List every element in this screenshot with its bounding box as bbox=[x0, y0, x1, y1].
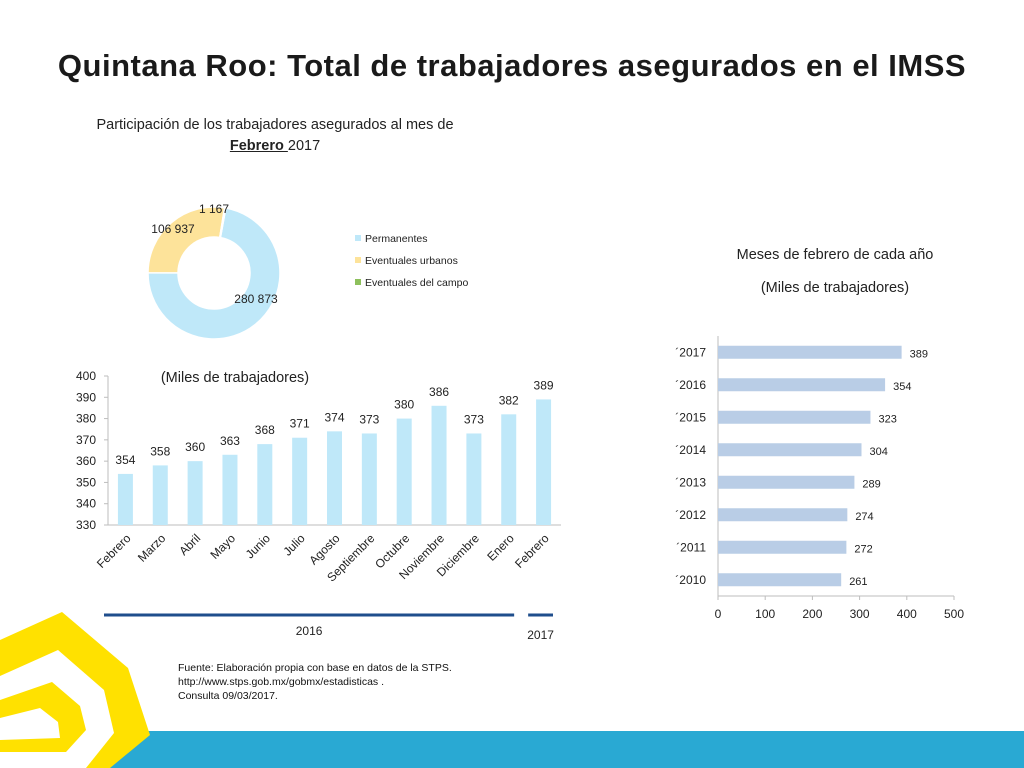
hbar-category-label: ´2014 bbox=[675, 443, 706, 457]
legend-label-3: Eventuales del campo bbox=[365, 277, 468, 289]
legend-swatch-3 bbox=[355, 279, 361, 285]
footer-band bbox=[0, 731, 1024, 768]
hbar-value-label: 304 bbox=[869, 446, 887, 458]
hbar-value-label: 323 bbox=[878, 413, 896, 425]
hbar-category-label: ´2013 bbox=[675, 475, 706, 489]
hbar-value-label: 289 bbox=[862, 478, 880, 490]
hbar-x-tick-label: 0 bbox=[715, 607, 722, 621]
hbar-x-tick-label: 500 bbox=[944, 607, 964, 621]
source-note: Fuente: Elaboración propia con base en d… bbox=[178, 661, 452, 703]
slice-permanentes-label: 280 873 bbox=[234, 292, 278, 306]
y-tick-label: 340 bbox=[76, 497, 96, 511]
source-line-3: Consulta 09/03/2017. bbox=[178, 690, 278, 702]
bar-value-label: 380 bbox=[394, 398, 414, 412]
hbar bbox=[718, 378, 886, 392]
hbar bbox=[718, 475, 855, 489]
bar bbox=[257, 444, 273, 525]
hbar-category-label: ´2012 bbox=[675, 508, 706, 522]
source-line-2: http://www.stps.gob.mx/gobmx/estadistica… bbox=[178, 676, 385, 688]
y-tick-label: 330 bbox=[76, 518, 96, 532]
y-tick-label: 380 bbox=[76, 412, 96, 426]
bar bbox=[292, 437, 308, 525]
hbar-value-label: 354 bbox=[893, 381, 911, 393]
hbar-x-tick-label: 400 bbox=[897, 607, 917, 621]
hbar bbox=[718, 443, 862, 457]
bar-value-label: 389 bbox=[534, 378, 554, 392]
hbar-value-label: 389 bbox=[910, 348, 928, 360]
bar bbox=[431, 405, 447, 525]
bar bbox=[222, 454, 238, 525]
bar-value-label: 374 bbox=[324, 410, 344, 424]
donut-chart-title: Participación de los trabajadores asegur… bbox=[96, 117, 454, 133]
bar-value-label: 382 bbox=[499, 393, 519, 407]
hbar-category-label: ´2017 bbox=[675, 345, 706, 359]
bar-value-label: 358 bbox=[150, 444, 170, 458]
bar bbox=[187, 461, 203, 525]
bar bbox=[536, 399, 552, 525]
hbar bbox=[718, 410, 871, 424]
legend-swatch-1 bbox=[355, 235, 361, 241]
bar bbox=[361, 433, 377, 525]
slice-eventuales-campo bbox=[218, 206, 227, 239]
hbar-x-tick-label: 200 bbox=[802, 607, 822, 621]
bar bbox=[152, 465, 168, 525]
slice-eventuales-campo-label: 1 167 bbox=[199, 202, 229, 216]
bar-value-label: 360 bbox=[185, 440, 205, 454]
bar-value-label: 354 bbox=[115, 453, 135, 467]
hbar-category-label: ´2010 bbox=[675, 573, 706, 587]
hbar bbox=[718, 573, 842, 587]
slice-permanentes bbox=[147, 207, 281, 340]
hbar-value-label: 261 bbox=[849, 576, 867, 588]
hbar-x-tick-label: 100 bbox=[755, 607, 775, 621]
y-tick-label: 360 bbox=[76, 454, 96, 468]
bar-value-label: 386 bbox=[429, 385, 449, 399]
legend-label-2: Eventuales urbanos bbox=[365, 255, 458, 267]
bar bbox=[327, 431, 342, 525]
hbar bbox=[718, 540, 847, 554]
slice-eventuales-urbanos-label: 106 937 bbox=[151, 222, 195, 236]
source-line-1: Fuente: Elaboración propia con base en d… bbox=[178, 662, 452, 674]
bar-value-label: 373 bbox=[464, 412, 484, 426]
legend-label-1: Permanentes bbox=[365, 233, 427, 245]
hbar-x-tick-label: 300 bbox=[850, 607, 870, 621]
hbar-category-label: ´2015 bbox=[675, 410, 706, 424]
hbar-category-label: ´2016 bbox=[675, 378, 706, 392]
page-title: Quintana Roo: Total de trabajadores aseg… bbox=[57, 48, 967, 83]
hbar-chart-subtitle: (Miles de trabajadores) bbox=[760, 280, 910, 296]
bar-value-label: 373 bbox=[359, 412, 379, 426]
bar-value-label: 371 bbox=[290, 417, 310, 431]
hbar bbox=[718, 508, 848, 522]
hbar bbox=[718, 345, 902, 359]
bar bbox=[501, 414, 517, 525]
donut-title-year: 2017 bbox=[287, 138, 321, 154]
bar-value-label: 363 bbox=[220, 434, 240, 448]
hbar-category-label: ´2011 bbox=[676, 540, 706, 554]
donut-title-month: Febrero bbox=[229, 138, 288, 154]
y-tick-label: 390 bbox=[76, 390, 96, 404]
y-tick-label: 350 bbox=[76, 475, 96, 489]
bar bbox=[117, 473, 133, 525]
vbar-chart-title: (Miles de trabajadores) bbox=[161, 370, 309, 386]
y-tick-label: 400 bbox=[76, 369, 96, 383]
legend-swatch-2 bbox=[355, 257, 361, 263]
donut-chart-subtitle: Febrero 2017 bbox=[40, 138, 510, 154]
year-group-label: 2017 bbox=[527, 628, 554, 642]
hbar-value-label: 272 bbox=[854, 543, 872, 555]
hbar-value-label: 274 bbox=[855, 511, 873, 523]
bar-value-label: 368 bbox=[255, 423, 275, 437]
hbar-chart-title: Meses de febrero de cada año bbox=[736, 247, 934, 263]
logo-icon bbox=[0, 612, 150, 768]
year-group-label: 2016 bbox=[296, 624, 323, 638]
bar bbox=[466, 433, 482, 525]
y-tick-label: 370 bbox=[76, 433, 96, 447]
bar bbox=[396, 418, 412, 525]
